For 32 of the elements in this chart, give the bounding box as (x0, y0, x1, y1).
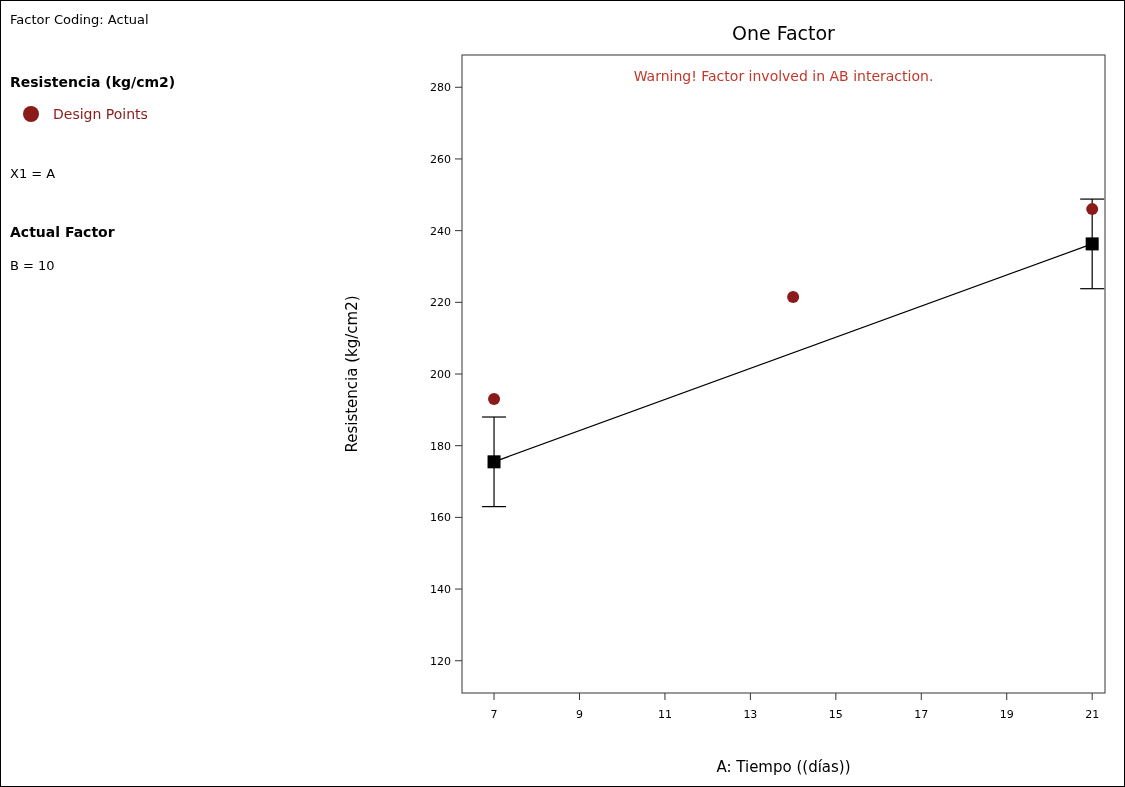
y-tick-label: 280 (430, 81, 451, 95)
annotation: Warning! Factor involved in AB interaction. (633, 68, 934, 84)
x-tick-label: 7 (490, 708, 498, 721)
text: X1 = A (10, 166, 56, 181)
x-tick-label: 11 (657, 708, 672, 721)
point (1086, 203, 1099, 216)
y-tick-label: 160 (430, 511, 451, 525)
text: Factor Coding: Actual (10, 12, 149, 27)
x-axis-title: A: Tiempo ((días)) (716, 758, 851, 776)
point (488, 393, 501, 406)
legend-label: Design Points (53, 106, 148, 122)
x-tick-label: 17 (914, 708, 929, 721)
x-tick-label: 9 (575, 708, 583, 721)
point (487, 455, 501, 469)
point (787, 290, 800, 303)
y-tick-label: 240 (430, 224, 451, 238)
text: Actual Factor (10, 224, 115, 240)
y-tick-label: 260 (430, 152, 451, 166)
chart-title: One Factor (732, 22, 836, 44)
y-tick-label: 200 (430, 368, 451, 381)
x-tick-label: 21 (1085, 708, 1100, 721)
text: B = 10 (10, 258, 55, 273)
y-tick-label: 120 (430, 654, 451, 668)
point (1085, 237, 1099, 251)
legend-title: Resistencia (kg/cm2) (10, 74, 176, 90)
x-tick-label: 15 (828, 708, 843, 721)
x-tick-label: 13 (743, 708, 758, 721)
y-axis-title: Resistencia (kg/cm2) (343, 295, 361, 453)
y-tick-label: 180 (430, 439, 451, 453)
y-tick-label: 140 (430, 583, 451, 597)
y-tick-label: 220 (430, 296, 451, 310)
x-tick-label: 19 (999, 708, 1014, 721)
